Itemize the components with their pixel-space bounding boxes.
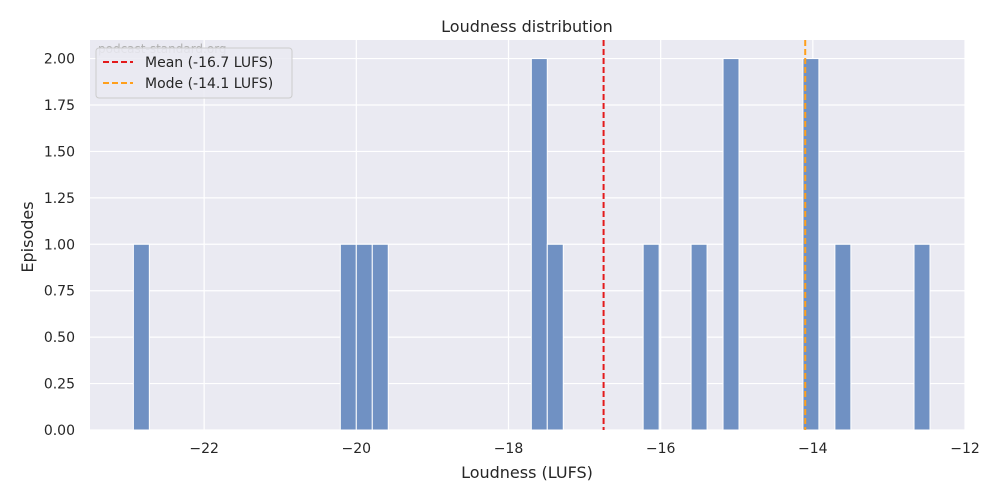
histogram-bar — [339, 243, 357, 431]
y-tick-label: 1.25 — [44, 191, 75, 207]
histogram-bar — [530, 58, 548, 431]
histogram-bar — [642, 243, 660, 431]
chart-title: Loudness distribution — [441, 17, 613, 36]
histogram-bar — [690, 243, 708, 431]
legend-mode-label: Mode (-14.1 LUFS) — [145, 76, 273, 92]
x-tick-label: −22 — [189, 441, 219, 457]
histogram-bars — [132, 58, 931, 431]
y-axis-ticks: 0.00 0.25 0.50 0.75 1.00 1.25 1.50 1.75 2.00 — [44, 52, 75, 439]
y-tick-label: 1.00 — [44, 237, 75, 253]
y-tick-label: 0.50 — [44, 330, 75, 346]
histogram-bar — [546, 243, 564, 431]
histogram-bar — [913, 243, 931, 431]
histogram-bar — [802, 58, 820, 431]
y-tick-label: 2.00 — [44, 52, 75, 68]
histogram-bar — [722, 58, 740, 431]
legend-box — [95, 47, 293, 99]
y-tick-label: 0.25 — [44, 377, 75, 393]
reference-lines — [602, 40, 807, 430]
x-tick-label: −18 — [494, 441, 524, 457]
y-tick-label: 0.00 — [44, 423, 75, 439]
y-axis-title: Episodes — [18, 201, 37, 272]
y-tick-label: 1.50 — [44, 144, 75, 160]
x-tick-label: −20 — [342, 441, 372, 457]
x-tick-label: −14 — [798, 441, 828, 457]
x-tick-label: −16 — [646, 441, 676, 457]
legend: Mean (-16.7 LUFS) Mode (-14.1 LUFS) — [95, 47, 293, 99]
histogram-bar — [834, 243, 852, 431]
x-tick-label: −12 — [950, 441, 980, 457]
histogram-bar — [355, 243, 373, 431]
y-tick-label: 0.75 — [44, 284, 75, 300]
x-axis-title: Loudness (LUFS) — [461, 463, 593, 482]
histogram-bar — [132, 243, 150, 431]
histogram-bar — [371, 243, 389, 431]
y-tick-label: 1.75 — [44, 98, 75, 114]
legend-mean-label: Mean (-16.7 LUFS) — [145, 55, 273, 71]
x-axis-ticks: −22 −20 −18 −16 −14 −12 — [189, 441, 979, 457]
